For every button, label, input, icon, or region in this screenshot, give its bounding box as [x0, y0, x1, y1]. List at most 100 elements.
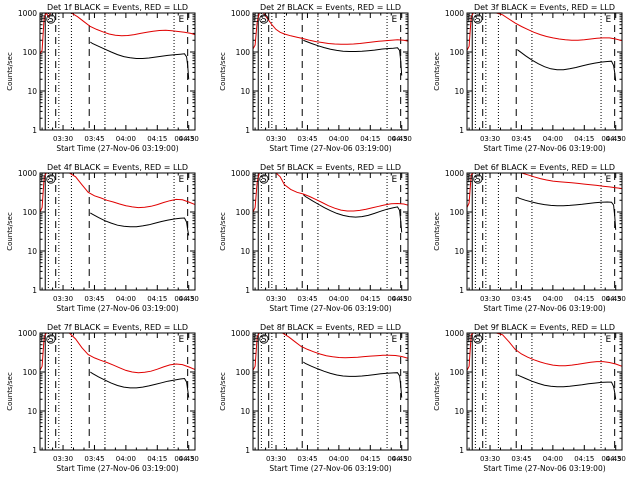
series-events-line [303, 39, 403, 76]
series-lld-line [253, 173, 408, 213]
event-marker: E [41, 15, 47, 25]
series-lld-line [253, 13, 408, 50]
y-tick-label: 1000 [231, 169, 250, 178]
x-tick-label: 03:30 [480, 135, 500, 143]
series-events-line [516, 49, 617, 82]
y-tick-label: 1 [245, 126, 250, 135]
marker-ring [259, 174, 269, 184]
event-marker: E [468, 335, 474, 345]
chart-title: Det 8f BLACK = Events, RED = LLD [260, 323, 401, 332]
x-tick-label: 03:45 [84, 135, 104, 143]
chart-title: Det 5f BLACK = Events, RED = LLD [260, 163, 401, 172]
y-tick-label: 100 [450, 368, 465, 377]
x-tick-label: 04:00 [543, 295, 563, 303]
axes-frame [252, 332, 409, 451]
chart-title: Det 6f BLACK = Events, RED = LLD [474, 163, 615, 172]
y-axis-label: Counts/sec [6, 372, 14, 411]
event-marker: E [179, 175, 185, 185]
series-lld-line [467, 13, 622, 51]
y-tick-label: 1000 [231, 329, 250, 338]
x-tick-label: 04:30 [179, 295, 199, 303]
series-events-line [90, 212, 190, 236]
event-marker: S [48, 175, 54, 185]
x-tick-label: 03:30 [53, 455, 73, 463]
x-tick-label: 03:30 [266, 295, 286, 303]
marker-ring [473, 14, 483, 24]
series-lld-line [467, 333, 622, 371]
chart-title: Det 3f BLACK = Events, RED = LLD [474, 3, 615, 12]
series-lld-line [467, 173, 622, 208]
x-tick-label: 03:45 [297, 455, 317, 463]
x-tick-label: 04:30 [179, 135, 199, 143]
x-tick-label: 04:45 [601, 295, 621, 303]
x-tick-label: 04:45 [601, 455, 621, 463]
series-lld-line [40, 13, 195, 55]
x-tick-label: 04:45 [174, 135, 194, 143]
x-tick-label: 04:30 [392, 455, 412, 463]
x-axis-label: Start Time (27-Nov-06 03:19:00) [269, 304, 391, 313]
chart-title: Det 9f BLACK = Events, RED = LLD [474, 323, 615, 332]
event-marker: E [41, 335, 47, 345]
x-tick-label: 03:45 [84, 455, 104, 463]
panel-8: Det 8f BLACK = Events, RED = LLD Counts/s… [219, 323, 412, 473]
axes-frame [39, 172, 196, 291]
y-tick-label: 100 [236, 48, 251, 57]
x-tick-label: 04:00 [116, 455, 136, 463]
x-tick-label: 04:45 [174, 295, 194, 303]
y-axis-label: Counts/sec [6, 212, 14, 251]
x-tick-label: 04:00 [543, 455, 563, 463]
x-tick-label: 04:45 [174, 455, 194, 463]
y-axis-label: Counts/sec [433, 372, 441, 411]
x-tick-label: 04:30 [606, 455, 626, 463]
x-axis-label: Start Time (27-Nov-06 03:19:00) [269, 464, 391, 473]
axes-frame [39, 12, 196, 131]
chart-title: Det 1f BLACK = Events, RED = LLD [47, 3, 188, 12]
x-tick-label: 03:45 [297, 135, 317, 143]
y-tick-label: 10 [454, 247, 464, 256]
x-tick-label: 03:30 [480, 295, 500, 303]
x-tick-label: 03:30 [53, 295, 73, 303]
axes-frame [466, 172, 623, 291]
event-marker: S [261, 15, 267, 25]
x-tick-label: 04:00 [543, 135, 563, 143]
y-tick-label: 1000 [445, 9, 464, 18]
series-events-line [90, 41, 190, 80]
x-tick-label: 04:15 [574, 295, 594, 303]
event-marker: E [392, 175, 398, 185]
event-marker: E [468, 15, 474, 25]
y-axis-label: Counts/sec [219, 372, 227, 411]
event-marker: E [254, 335, 260, 345]
y-tick-label: 100 [23, 368, 38, 377]
y-tick-label: 1000 [445, 169, 464, 178]
y-tick-label: 10 [27, 247, 37, 256]
x-tick-label: 04:15 [147, 455, 167, 463]
event-marker: E [41, 175, 47, 185]
panel-6: Det 6f BLACK = Events, RED = LLD Counts/s… [433, 163, 626, 313]
x-tick-label: 04:45 [387, 455, 407, 463]
x-tick-label: 04:15 [574, 455, 594, 463]
y-tick-label: 100 [450, 208, 465, 217]
panel-2: Det 2f BLACK = Events, RED = LLD Counts/s… [219, 3, 412, 153]
panel-9: Det 9f BLACK = Events, RED = LLD Counts/s… [433, 323, 626, 473]
x-tick-label: 04:15 [147, 295, 167, 303]
y-axis-label: Counts/sec [219, 52, 227, 91]
y-axis-label: Counts/sec [433, 52, 441, 91]
y-tick-label: 1000 [18, 169, 37, 178]
y-tick-label: 100 [450, 48, 465, 57]
chart-title: Det 2f BLACK = Events, RED = LLD [260, 3, 401, 12]
y-tick-label: 1 [459, 126, 464, 135]
event-marker: E [254, 175, 260, 185]
x-tick-label: 04:30 [606, 135, 626, 143]
y-tick-label: 1000 [231, 9, 250, 18]
event-marker: S [261, 335, 267, 345]
x-tick-label: 04:45 [387, 135, 407, 143]
series-lld-line [40, 333, 195, 374]
x-axis-label: Start Time (27-Nov-06 03:19:00) [483, 464, 605, 473]
x-tick-label: 04:00 [116, 295, 136, 303]
x-tick-label: 04:30 [392, 295, 412, 303]
x-tick-label: 03:30 [53, 135, 73, 143]
x-tick-label: 04:00 [116, 135, 136, 143]
marker-ring [46, 174, 56, 184]
x-tick-label: 04:30 [179, 455, 199, 463]
series-events-line [517, 374, 617, 400]
